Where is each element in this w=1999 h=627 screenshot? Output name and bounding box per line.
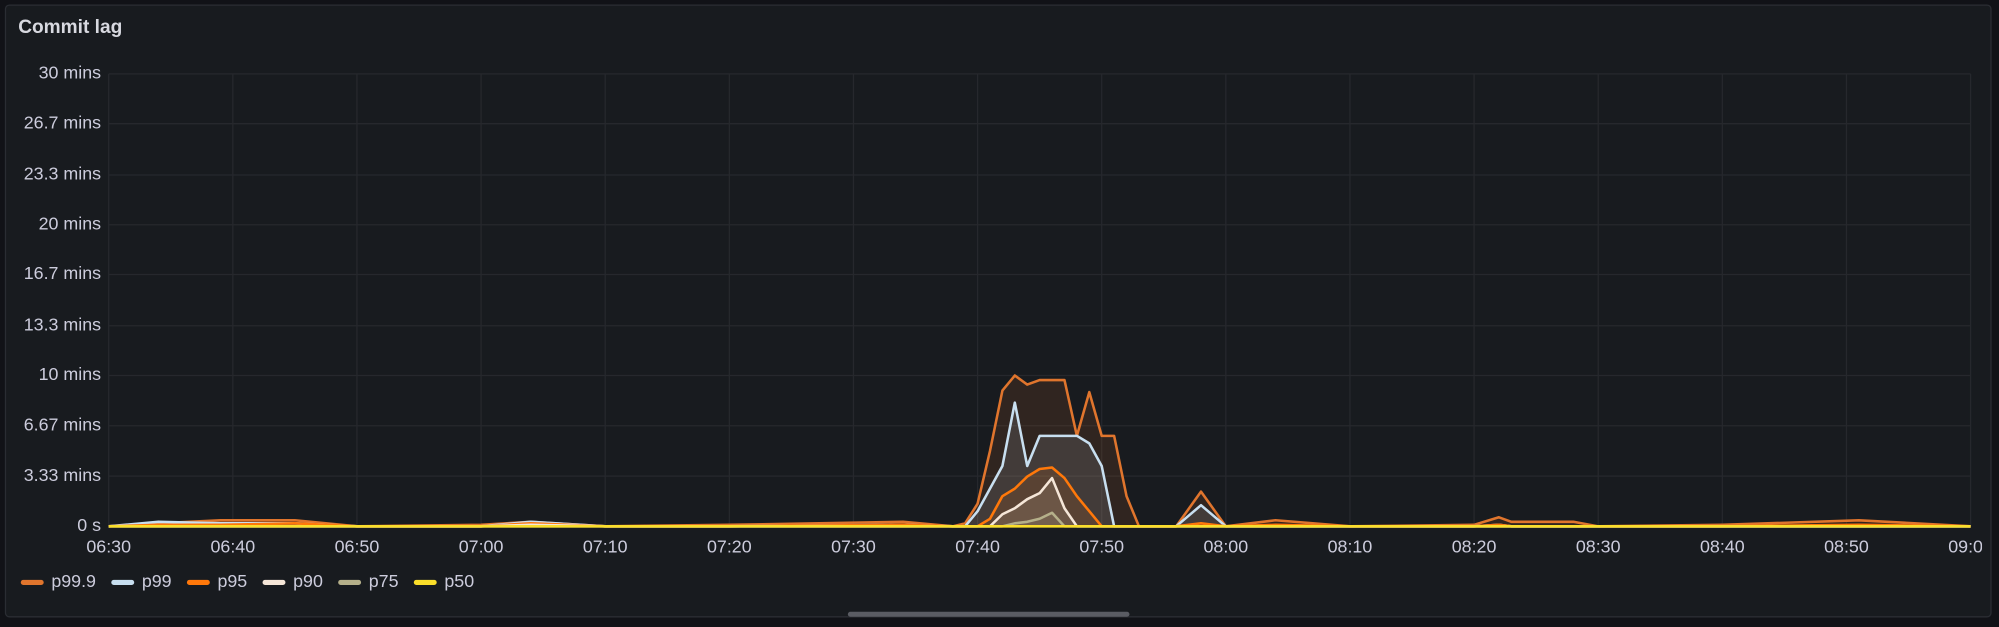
y-tick-label: 3.33 mins (24, 465, 101, 485)
legend-label[interactable]: p95 (217, 571, 247, 591)
x-tick-label: 08:30 (1576, 537, 1621, 557)
x-tick-label: 08:20 (1452, 537, 1497, 557)
x-tick-label: 07:20 (707, 537, 752, 557)
series-area (108, 402, 1971, 527)
y-tick-label: 0 s (77, 515, 101, 535)
x-tick-label: 07:00 (459, 537, 504, 557)
legend-label[interactable]: p75 (369, 571, 399, 591)
x-tick-label: 06:40 (211, 537, 256, 557)
series-area (108, 467, 1971, 527)
y-tick-label: 16.7 mins (24, 263, 101, 283)
x-tick-label: 07:10 (583, 537, 628, 557)
legend-label[interactable]: p99.9 (51, 571, 96, 591)
scrollbar[interactable] (847, 611, 1130, 617)
y-tick-label: 30 mins (39, 63, 102, 83)
x-tick-label: 08:00 (1204, 537, 1249, 557)
y-tick-label: 13.3 mins (24, 314, 101, 334)
y-tick-label: 6.67 mins (24, 414, 101, 434)
chart-title: Commit lag (18, 17, 122, 38)
legend-label[interactable]: p90 (293, 571, 323, 591)
x-tick-label: 07:30 (831, 537, 876, 557)
legend-label[interactable]: p50 (444, 571, 474, 591)
x-tick-label: 08:10 (1328, 537, 1373, 557)
series-area (108, 478, 1971, 527)
x-tick-label: 06:50 (335, 537, 380, 557)
plot-layer: 0 s 3.33 mins 6.67 mins 10 mins 13.3 mins 16.… (24, 63, 1993, 557)
x-tick-label: 06:30 (86, 537, 131, 557)
x-tick-label: 07:50 (1079, 537, 1124, 557)
x-tick-label: 08:50 (1824, 537, 1869, 557)
x-tick-label: 09:00 (1948, 537, 1993, 557)
y-tick-label: 23.3 mins (24, 164, 101, 184)
x-tick-label: 08:40 (1700, 537, 1745, 557)
legend-label[interactable]: p99 (142, 571, 172, 591)
y-tick-label: 10 mins (39, 364, 102, 384)
series-area (108, 375, 1971, 527)
y-tick-label: 26.7 mins (24, 112, 101, 132)
x-tick-label: 07:40 (955, 537, 1000, 557)
legend: p99.9 p99 p95 p90 p75 p50 (20, 571, 474, 591)
y-tick-label: 20 mins (39, 213, 102, 233)
